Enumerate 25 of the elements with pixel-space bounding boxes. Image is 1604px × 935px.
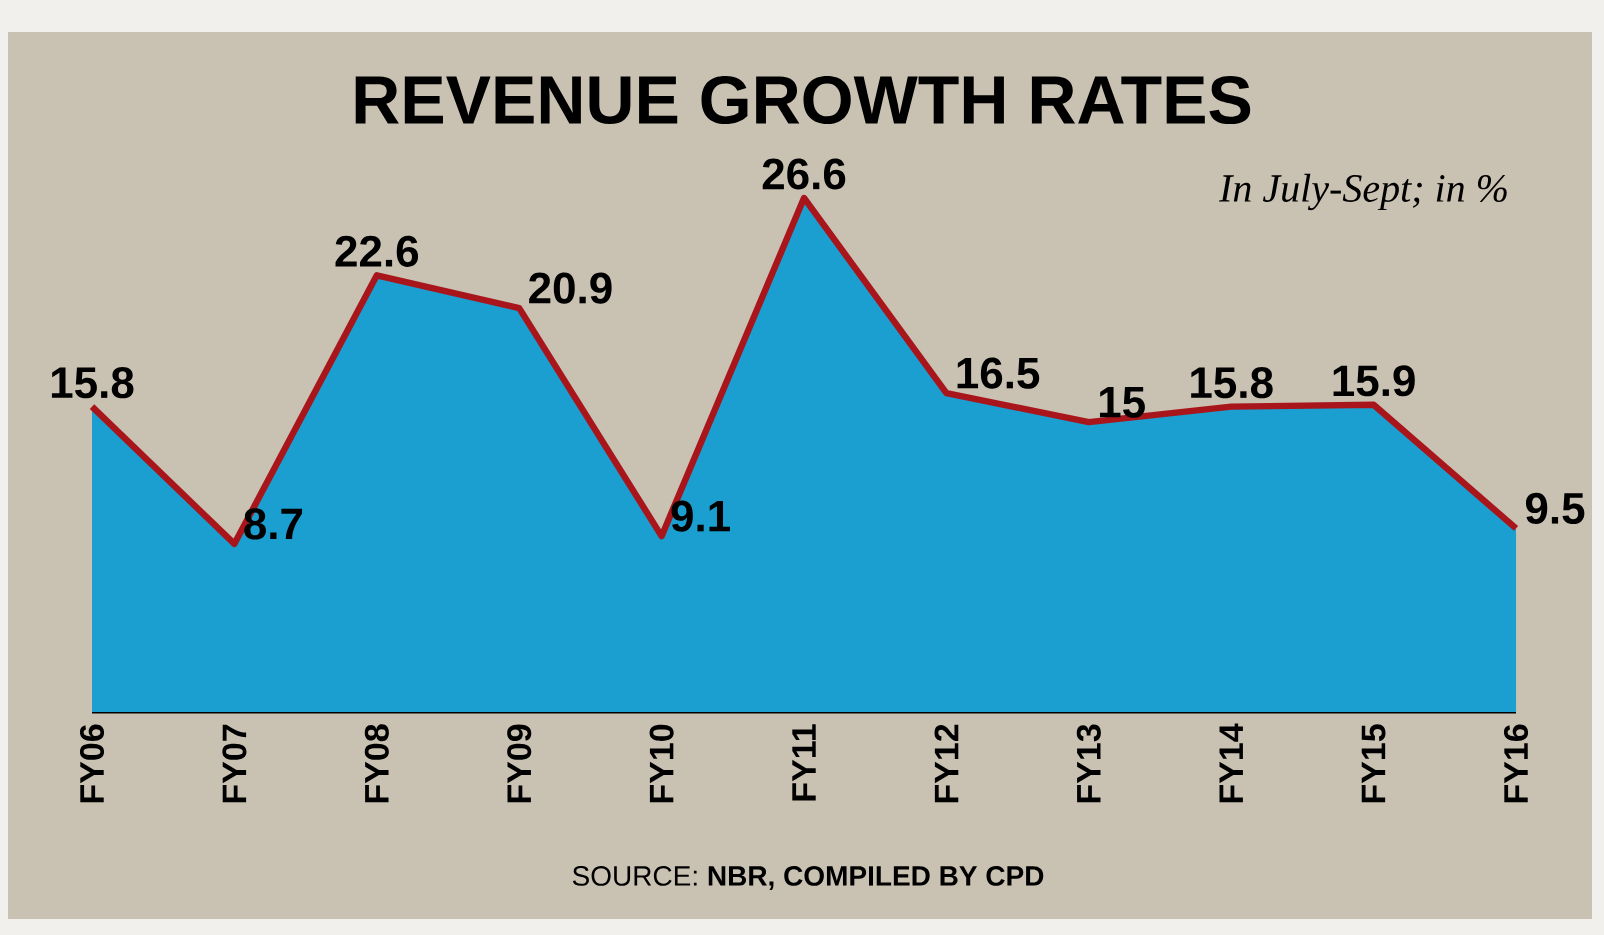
chart-subtitle: In July-Sept; in % <box>1218 173 1507 211</box>
x-tick-label: FY06 <box>79 724 105 803</box>
x-tick-label: FY08 <box>364 724 389 803</box>
x-tick-label: FY07 <box>222 724 247 803</box>
x-tick-label: FY09 <box>507 724 532 803</box>
data-label: 9.5 <box>1525 492 1585 525</box>
x-tick-label: FY14 <box>1219 723 1243 803</box>
data-label: 8.7 <box>244 508 303 540</box>
chart-title: REVENUE GROWTH RATES <box>355 75 1251 125</box>
data-label: 9.1 <box>671 500 730 532</box>
data-label: 15.9 <box>1333 365 1415 397</box>
x-tick-label: FY16 <box>1503 724 1529 803</box>
x-tick-label: FY12 <box>934 724 959 803</box>
x-tick-label: FY13 <box>1076 724 1101 803</box>
data-label: 15 <box>1099 387 1145 418</box>
data-label: 26.6 <box>762 158 846 190</box>
x-tick-label: FY15 <box>1361 724 1386 803</box>
data-label: 16.5 <box>957 357 1040 389</box>
x-tick-label: FY11 <box>792 724 816 801</box>
data-label: 15.8 <box>51 367 134 399</box>
data-label: 22.6 <box>335 235 419 267</box>
x-tick-label: FY10 <box>649 724 674 803</box>
source-note: SOURCE: NBR, COMPILED BY CPD <box>572 866 1044 890</box>
data-label: 20.9 <box>529 272 612 304</box>
data-label: 15.8 <box>1191 367 1273 399</box>
